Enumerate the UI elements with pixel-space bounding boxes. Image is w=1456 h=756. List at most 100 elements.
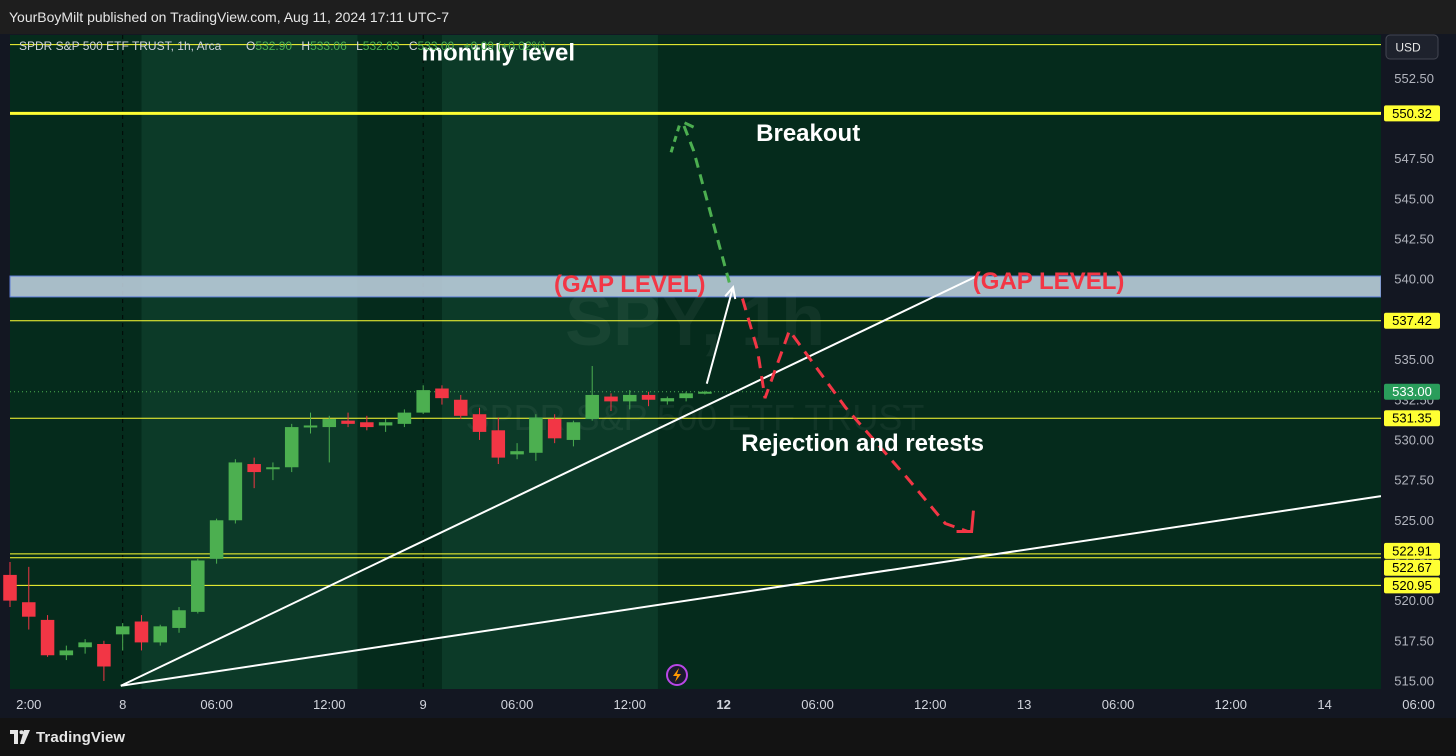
- rejection-projection[interactable]: [741, 298, 969, 533]
- candle[interactable]: [566, 420, 581, 447]
- candle[interactable]: [472, 407, 487, 440]
- candle-body: [660, 398, 675, 402]
- candle-body: [604, 396, 618, 402]
- candle[interactable]: [585, 366, 599, 421]
- candle[interactable]: [3, 562, 17, 608]
- legend-o-value: 532.90: [255, 39, 292, 53]
- candle[interactable]: [247, 457, 261, 489]
- trendline[interactable]: [120, 275, 978, 687]
- candle[interactable]: [153, 624, 168, 646]
- breakout-projection[interactable]: [679, 118, 731, 283]
- legend-h-value: 533.06: [310, 39, 347, 53]
- y-tick-label: 540.00: [1394, 272, 1434, 287]
- x-tick-label: 12:00: [313, 697, 346, 712]
- candle-body: [172, 610, 186, 628]
- x-tick-label: 2:00: [16, 697, 41, 712]
- legend-l-label: L: [356, 39, 363, 53]
- candle[interactable]: [209, 518, 224, 564]
- candle[interactable]: [322, 415, 337, 463]
- candle-body: [97, 644, 111, 667]
- candle[interactable]: [266, 462, 280, 481]
- candle[interactable]: [78, 639, 92, 654]
- brand-name: TradingView: [36, 729, 126, 746]
- level-tag-bg: [1384, 105, 1440, 122]
- candle-body: [284, 427, 299, 468]
- candle[interactable]: [453, 394, 468, 420]
- x-tick-label: 06:00: [200, 697, 233, 712]
- publish-line: YourBoyMilt published on TradingView.com…: [9, 9, 449, 25]
- candle[interactable]: [510, 443, 524, 460]
- candle[interactable]: [660, 396, 675, 405]
- x-tick-label: 9: [420, 697, 427, 712]
- chart-annotation: Rejection and retests: [741, 430, 984, 457]
- candle-body: [153, 626, 168, 643]
- alert-button[interactable]: [666, 664, 688, 686]
- candle[interactable]: [228, 459, 243, 524]
- candle[interactable]: [604, 393, 618, 412]
- candle[interactable]: [191, 558, 205, 614]
- level-tag: 522.67: [1392, 560, 1432, 575]
- y-tick-label: 552.50: [1394, 71, 1434, 86]
- candle[interactable]: [172, 607, 186, 633]
- candle[interactable]: [97, 640, 111, 681]
- level-tag-bg: [1384, 577, 1440, 594]
- candle-body: [378, 422, 393, 426]
- candle[interactable]: [623, 390, 637, 410]
- level-tag-bg: [1384, 559, 1440, 576]
- candle-body: [435, 388, 449, 399]
- candle-body: [303, 425, 318, 428]
- legend-symbol: SPDR S&P 500 ETF TRUST, 1h, Arca: [19, 39, 222, 53]
- y-tick-label: 515.00: [1394, 673, 1434, 688]
- candle[interactable]: [115, 623, 130, 651]
- candle[interactable]: [284, 423, 299, 473]
- candle[interactable]: [341, 412, 355, 428]
- x-tick-label: 12: [716, 697, 730, 712]
- chart-annotation: monthly level: [422, 40, 575, 67]
- candle[interactable]: [378, 419, 393, 432]
- candle[interactable]: [40, 615, 55, 657]
- y-tick-label: 547.50: [1394, 151, 1434, 166]
- candle-body: [453, 399, 468, 416]
- candle[interactable]: [698, 390, 712, 395]
- y-tick-label: 535.00: [1394, 352, 1434, 367]
- candle[interactable]: [134, 615, 149, 651]
- candle-body: [529, 417, 543, 453]
- candle[interactable]: [547, 414, 562, 444]
- y-tick-label: 545.00: [1394, 191, 1434, 206]
- candle-body: [341, 420, 355, 424]
- candle[interactable]: [641, 391, 656, 407]
- candle[interactable]: [416, 385, 430, 415]
- y-tick-label: 530.00: [1394, 432, 1434, 447]
- candle[interactable]: [529, 414, 543, 461]
- candle[interactable]: [397, 409, 412, 428]
- candle[interactable]: [59, 645, 74, 661]
- candle[interactable]: [679, 391, 693, 402]
- chart-annotation: (GAP LEVEL): [554, 271, 706, 298]
- x-tick-label: 14: [1317, 697, 1331, 712]
- chart-annotation: Breakout: [756, 120, 860, 147]
- level-tag: 520.95: [1392, 578, 1432, 593]
- level-tag-bg: [1384, 312, 1440, 329]
- breakout-arrow[interactable]: [705, 287, 735, 384]
- candle[interactable]: [22, 566, 36, 630]
- y-tick-label: 525.00: [1394, 513, 1434, 528]
- trendline[interactable]: [120, 495, 1382, 687]
- candle[interactable]: [435, 385, 449, 405]
- candle[interactable]: [360, 415, 374, 431]
- candle-body: [698, 391, 712, 394]
- y-tick-label: 520.00: [1394, 593, 1434, 608]
- candle-body: [322, 419, 337, 428]
- footer-bar: TradingView: [0, 718, 1456, 756]
- x-tick-label: 06:00: [801, 697, 834, 712]
- currency-button[interactable]: USD: [1385, 34, 1439, 60]
- candle-body: [510, 451, 524, 455]
- candle[interactable]: [303, 412, 318, 434]
- candle-body: [566, 422, 581, 440]
- candle-body: [641, 394, 656, 400]
- candle[interactable]: [491, 417, 506, 465]
- level-tag-bg: [1384, 542, 1440, 559]
- level-tag: 531.35: [1392, 411, 1432, 426]
- candle-body: [247, 464, 261, 473]
- level-tag: 550.32: [1392, 106, 1432, 121]
